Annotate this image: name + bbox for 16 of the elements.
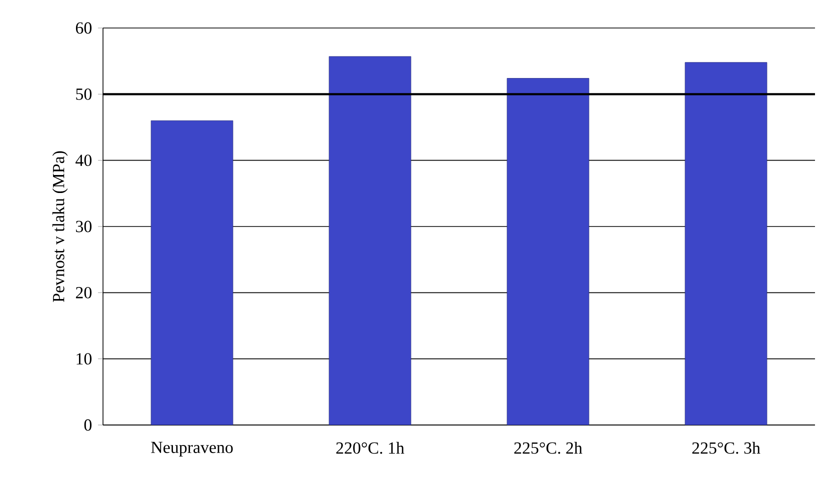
bar [506,78,590,425]
x-tick-label: 225°C. 2h [514,442,582,454]
y-tick-label: 40 [76,154,92,166]
y-tick-label: 0 [84,419,92,431]
y-tick-label: 60 [76,22,92,34]
bar [328,56,412,425]
x-tick-label: 225°C. 3h [692,442,760,454]
y-tick-label: 30 [76,220,92,232]
y-tick-label: 10 [76,353,92,365]
y-tick-label: 20 [76,286,92,298]
y-tick-label: 50 [76,88,92,100]
bar [150,120,234,425]
x-tick-label: 220°C. 1h [336,442,404,454]
y-axis-title: Pevnost v tlaku (MPa) [52,151,68,302]
bar [684,62,768,425]
x-tick-label: Neupraveno [151,442,233,457]
